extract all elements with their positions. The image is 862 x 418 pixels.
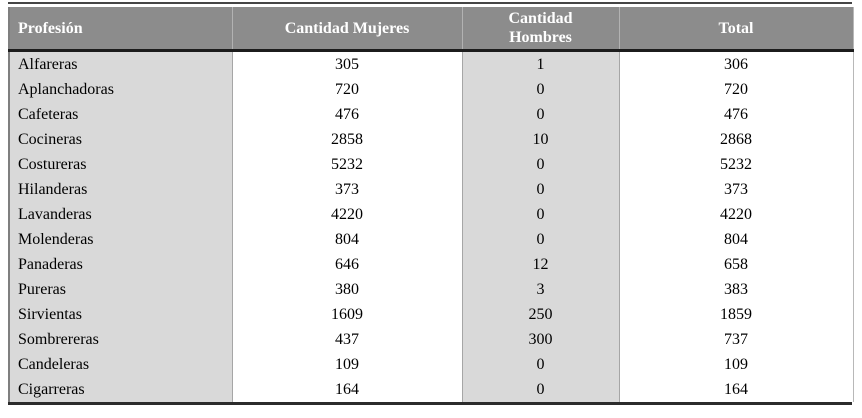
profession-table-figure: Profesión Cantidad Mujeres Cantidad Homb… <box>8 2 854 405</box>
women-count-cell: 109 <box>231 352 462 377</box>
profession-cell: Panaderas <box>9 252 232 277</box>
table-row: Cocineras 2858 10 2868 <box>9 127 853 152</box>
women-count-cell: 373 <box>231 177 462 202</box>
men-count-cell: 3 <box>461 277 619 302</box>
table-body: Alfareras 305 1 306 Aplanchadoras 720 0 720 Cafe… <box>9 50 853 402</box>
profession-cell: Costureras <box>9 152 232 177</box>
table-row: Cigarreras 164 0 164 <box>9 377 853 402</box>
total-cell: 720 <box>618 77 853 102</box>
women-count-cell: 646 <box>231 252 462 277</box>
total-cell: 306 <box>618 50 853 77</box>
men-count-cell: 10 <box>461 127 619 152</box>
women-count-cell: 4220 <box>231 202 462 227</box>
total-cell: 2868 <box>618 127 853 152</box>
men-count-cell: 0 <box>461 202 619 227</box>
men-count-cell: 250 <box>461 302 619 327</box>
men-count-cell: 300 <box>461 327 619 352</box>
profession-cell: Cigarreras <box>9 377 232 402</box>
total-cell: 4220 <box>618 202 853 227</box>
table-header: Profesión Cantidad Mujeres Cantidad Homb… <box>9 7 853 52</box>
women-count-cell: 380 <box>231 277 462 302</box>
total-cell: 658 <box>618 252 853 277</box>
profession-cell: Alfareras <box>9 50 232 77</box>
table-row: Sombrereras 437 300 737 <box>9 327 853 352</box>
men-count-cell: 1 <box>461 50 619 77</box>
women-count-cell: 804 <box>231 227 462 252</box>
table-row: Cafeteras 476 0 476 <box>9 102 853 127</box>
total-cell: 737 <box>618 327 853 352</box>
women-count-cell: 1609 <box>231 302 462 327</box>
men-count-cell: 0 <box>461 377 619 402</box>
profession-cell: Sombrereras <box>9 327 232 352</box>
profession-cell: Cocineras <box>9 127 232 152</box>
profession-cell: Pureras <box>9 277 232 302</box>
total-cell: 5232 <box>618 152 853 177</box>
profession-cell: Candeleras <box>9 352 232 377</box>
women-count-cell: 476 <box>231 102 462 127</box>
column-header-women-count: Cantidad Mujeres <box>231 7 462 52</box>
women-count-cell: 164 <box>231 377 462 402</box>
table-row: Sirvientas 1609 250 1859 <box>9 302 853 327</box>
table-row: Hilanderas 373 0 373 <box>9 177 853 202</box>
women-count-cell: 2858 <box>231 127 462 152</box>
profession-cell: Lavanderas <box>9 202 232 227</box>
table-row: Molenderas 804 0 804 <box>9 227 853 252</box>
women-count-cell: 305 <box>231 50 462 77</box>
women-count-cell: 720 <box>231 77 462 102</box>
men-count-cell: 0 <box>461 227 619 252</box>
table-row: Costureras 5232 0 5232 <box>9 152 853 177</box>
men-count-cell: 0 <box>461 77 619 102</box>
women-count-cell: 5232 <box>231 152 462 177</box>
column-header-total: Total <box>618 7 853 52</box>
table-row: Aplanchadoras 720 0 720 <box>9 77 853 102</box>
table-row: Pureras 380 3 383 <box>9 277 853 302</box>
total-cell: 373 <box>618 177 853 202</box>
men-count-cell: 0 <box>461 352 619 377</box>
total-cell: 164 <box>618 377 853 402</box>
men-count-cell: 0 <box>461 177 619 202</box>
profession-cell: Molenderas <box>9 227 232 252</box>
profession-cell: Aplanchadoras <box>9 77 232 102</box>
men-count-cell: 0 <box>461 102 619 127</box>
table-row: Candeleras 109 0 109 <box>9 352 853 377</box>
profession-table: Profesión Cantidad Mujeres Cantidad Homb… <box>8 7 854 402</box>
total-cell: 383 <box>618 277 853 302</box>
table-top-rule <box>8 2 852 4</box>
column-header-men-count: Cantidad Hombres <box>461 7 619 52</box>
profession-cell: Cafeteras <box>9 102 232 127</box>
table-row: Panaderas 646 12 658 <box>9 252 853 277</box>
women-count-cell: 437 <box>231 327 462 352</box>
total-cell: 804 <box>618 227 853 252</box>
table-header-row: Profesión Cantidad Mujeres Cantidad Homb… <box>9 7 853 52</box>
profession-cell: Sirvientas <box>9 302 232 327</box>
men-count-cell: 12 <box>461 252 619 277</box>
table-bottom-rule <box>8 402 852 405</box>
total-cell: 476 <box>618 102 853 127</box>
total-cell: 1859 <box>618 302 853 327</box>
table-row: Lavanderas 4220 0 4220 <box>9 202 853 227</box>
men-count-cell: 0 <box>461 152 619 177</box>
profession-cell: Hilanderas <box>9 177 232 202</box>
table-row: Alfareras 305 1 306 <box>9 50 853 77</box>
table-rule-gap <box>8 4 852 7</box>
total-cell: 109 <box>618 352 853 377</box>
column-header-profession: Profesión <box>9 7 232 52</box>
